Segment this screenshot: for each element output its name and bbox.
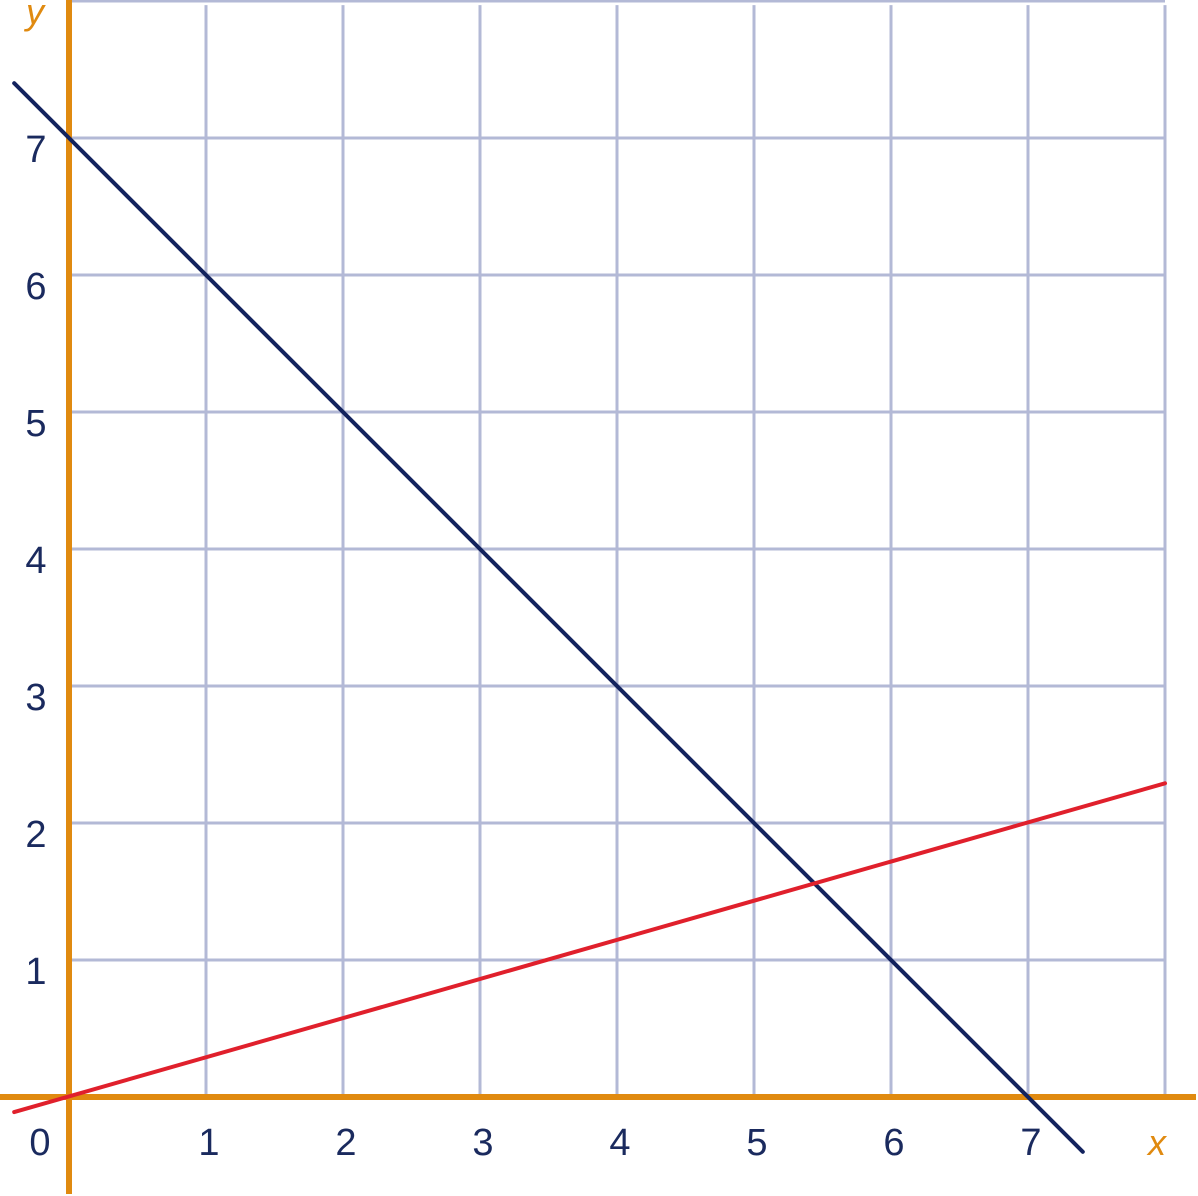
y-tick-label: 3 (25, 677, 46, 719)
grid-layer (69, 0, 1167, 1097)
series-layer (12, 81, 1167, 1154)
x-tick-label: 5 (746, 1122, 767, 1164)
x-tick-label: 3 (472, 1122, 493, 1164)
y-tick-label: 7 (25, 129, 46, 171)
x-tick-label: 2 (335, 1122, 356, 1164)
y-tick-label: 5 (25, 403, 46, 445)
x-tick-label: 7 (1020, 1122, 1041, 1164)
y-tick-label: 4 (25, 540, 46, 582)
x-tick-label: 4 (609, 1122, 630, 1164)
series-line-2 (12, 781, 1167, 1115)
y-tick-label: 6 (25, 266, 46, 308)
x-tick-label: 1 (198, 1122, 219, 1164)
x-axis-label: x (1146, 1122, 1168, 1163)
y-tick-label: 1 (25, 951, 46, 993)
y-tick-label: 2 (25, 814, 46, 856)
y-axis-label: y (23, 0, 46, 32)
x-tick-label: 6 (883, 1122, 904, 1164)
labels-layer: 0 1 2 3 4 5 6 7 1 2 3 4 5 6 7 x y (23, 0, 1168, 1164)
origin-label: 0 (29, 1122, 50, 1164)
series-line-1 (12, 81, 1085, 1154)
